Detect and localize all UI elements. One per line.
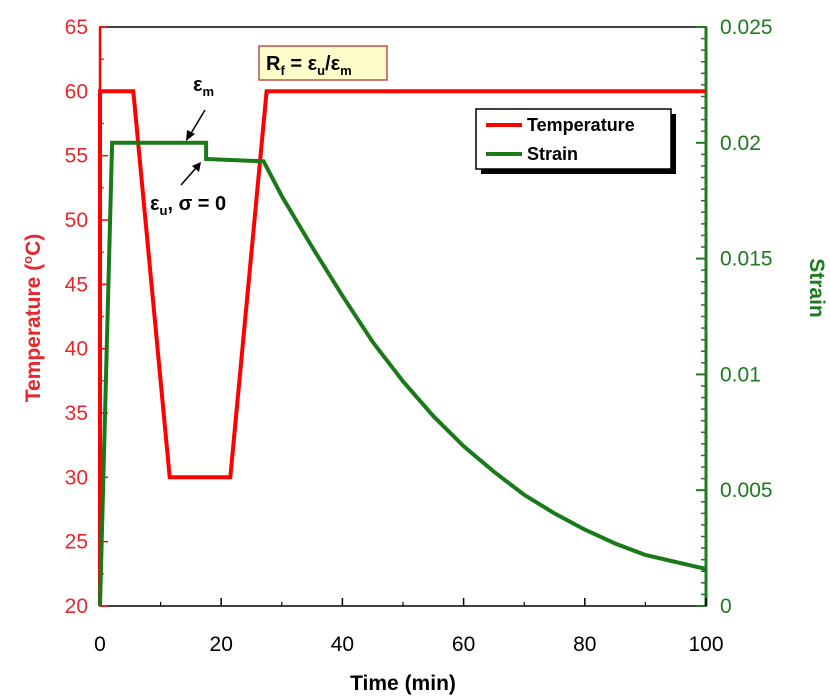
x-axis-title: Time (min) bbox=[350, 672, 456, 695]
y-left-tick-label: 60 bbox=[65, 80, 88, 103]
eps-u-rest: , σ = 0 bbox=[167, 193, 226, 215]
series-layer bbox=[98, 89, 707, 607]
y-left-tick-label: 50 bbox=[65, 209, 88, 232]
series-line-temperature bbox=[98, 89, 706, 606]
x-tick-label: 100 bbox=[688, 633, 723, 656]
legend-label-strain: Strain bbox=[527, 144, 578, 164]
x-tick-label: 0 bbox=[94, 633, 106, 656]
y-right-axis-title: Strain bbox=[805, 258, 828, 318]
x-tick-label: 20 bbox=[210, 633, 233, 656]
eps-m-main: ε bbox=[193, 74, 203, 96]
ratio-annotation: Rf = εu/εm bbox=[258, 45, 388, 81]
eps-m-arrow-line bbox=[189, 109, 206, 136]
y-right-tick-label: 0.02 bbox=[720, 132, 761, 155]
ratio-annotation-text: Rf = εu/εm bbox=[266, 53, 352, 78]
y-left-tick-label: 40 bbox=[65, 338, 88, 361]
x-tick-label: 60 bbox=[452, 633, 475, 656]
ratio-u-sub: u bbox=[317, 63, 325, 78]
legend-box bbox=[475, 108, 672, 170]
y-right-tick-label: 0.005 bbox=[720, 479, 773, 502]
eps-m-arrow-head bbox=[186, 130, 195, 141]
y-left-title-sup: o bbox=[20, 256, 35, 264]
ratio-eq: = ε bbox=[285, 53, 318, 75]
series-line-strain bbox=[98, 140, 707, 607]
y-left-tick-label: 55 bbox=[65, 145, 88, 168]
y-left-tick-label: 20 bbox=[65, 595, 88, 618]
x-axis-ticks: 0 20 40 60 80 100 bbox=[94, 598, 724, 656]
right-axis-ticks: 0 0.005 0.01 0.015 0.02 0.025 bbox=[696, 16, 773, 618]
y-left-tick-label: 30 bbox=[65, 466, 88, 489]
y-left-tick-label: 45 bbox=[65, 273, 88, 296]
ratio-r-sub: f bbox=[280, 63, 285, 78]
y-left-tick-label: 65 bbox=[65, 16, 88, 39]
y-right-tick-label: 0.025 bbox=[720, 16, 773, 39]
eps-u-arrow-line bbox=[180, 167, 197, 186]
eps-m-annotation: εm bbox=[193, 74, 214, 99]
x-tick-label: 80 bbox=[573, 633, 596, 656]
y-left-title-main: Temperature ( bbox=[22, 264, 45, 402]
y-left-tick-label: 25 bbox=[65, 531, 88, 554]
y-right-tick-label: 0.01 bbox=[720, 363, 761, 386]
y-right-tick-label: 0 bbox=[720, 595, 732, 618]
eps-u-annotation: εu, σ = 0 bbox=[150, 193, 226, 218]
ratio-r: R bbox=[266, 53, 281, 75]
eps-m-sub: m bbox=[203, 84, 215, 99]
y-right-tick-label: 0.015 bbox=[720, 248, 773, 271]
legend: Temperature Strain bbox=[475, 108, 676, 174]
y-left-title-end: C) bbox=[22, 234, 45, 256]
ratio-m-sub: m bbox=[340, 63, 352, 78]
ratio-slash: /ε bbox=[325, 53, 341, 75]
y-left-axis-title: Temperature (oC) bbox=[20, 234, 45, 403]
eps-u-sub: u bbox=[160, 203, 168, 218]
legend-label-temperature: Temperature bbox=[527, 115, 635, 135]
eps-u-main: ε bbox=[150, 193, 160, 215]
y-left-tick-label: 35 bbox=[65, 402, 88, 425]
eps-u-arrow-head bbox=[192, 162, 201, 172]
x-tick-label: 40 bbox=[331, 633, 354, 656]
ratio-annotation-box bbox=[258, 45, 388, 81]
